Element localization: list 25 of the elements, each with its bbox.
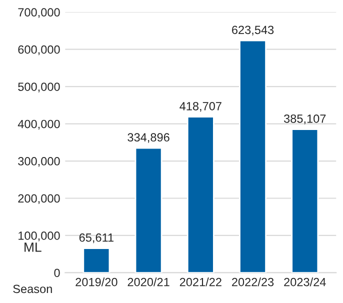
data-label: 623,543: [232, 26, 274, 36]
y-tick-label: 600,000: [18, 45, 60, 56]
data-label: 385,107: [284, 114, 326, 124]
data-label: 334,896: [128, 133, 170, 143]
x-tick-label: 2021/22: [180, 278, 222, 286]
y-axis-title: ML: [24, 242, 42, 252]
data-label: 65,611: [79, 233, 114, 244]
y-tick-label: 500,000: [18, 82, 60, 92]
x-tick-label: 2023/24: [284, 278, 326, 286]
x-tick-label: 2019/20: [76, 278, 118, 286]
bar: [82, 248, 110, 273]
bar: [186, 116, 214, 273]
data-label: 418,707: [180, 102, 222, 112]
y-tick-label: 700,000: [18, 8, 60, 18]
x-tick-label: 2022/23: [232, 278, 274, 286]
y-tick-label: 200,000: [18, 194, 60, 204]
y-tick-label: 400,000: [18, 120, 60, 130]
bar: [134, 147, 162, 273]
x-axis-title: Season: [13, 284, 52, 294]
bar: [239, 40, 266, 273]
x-tick-label: 2020/21: [128, 278, 170, 286]
y-tick-label: 0: [54, 268, 60, 278]
bar: [291, 128, 319, 273]
y-tick-label: 300,000: [18, 157, 60, 167]
y-tick-label: 100,000: [18, 232, 60, 242]
